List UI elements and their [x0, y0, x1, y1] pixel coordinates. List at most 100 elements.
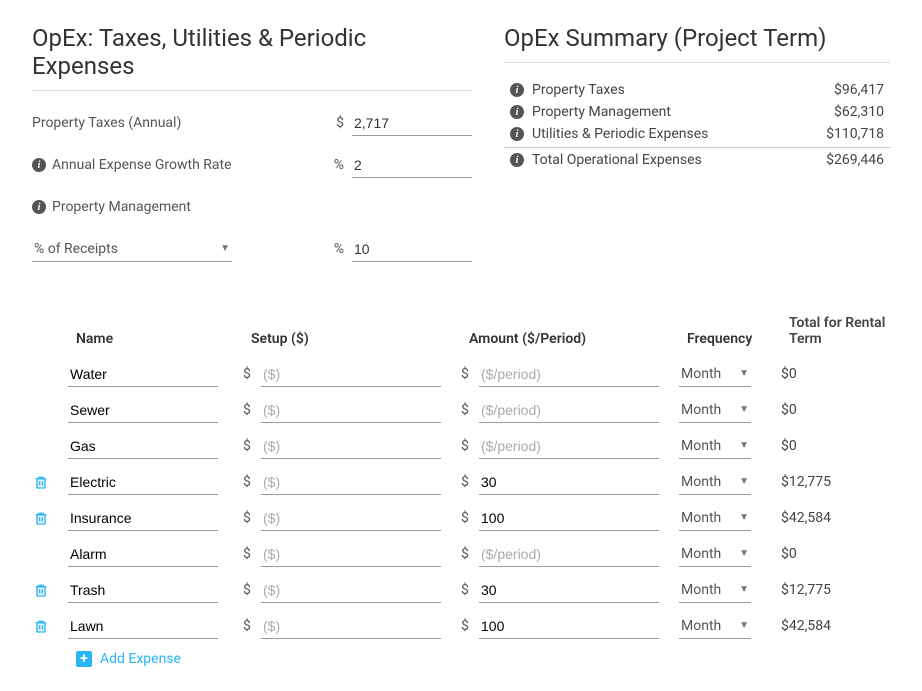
- frequency-value: Month: [681, 438, 721, 454]
- expense-setup-input[interactable]: [261, 398, 441, 423]
- info-icon[interactable]: i: [32, 158, 46, 172]
- info-icon[interactable]: i: [510, 153, 524, 167]
- expense-row: $$Month▼$0: [76, 431, 890, 461]
- expense-setup-input[interactable]: [261, 542, 441, 567]
- expense-amount-input[interactable]: [479, 470, 659, 495]
- expense-name-input[interactable]: [68, 542, 218, 567]
- expense-total: $12,775: [781, 582, 890, 598]
- summary-value: $96,417: [834, 82, 884, 98]
- currency-symbol: $: [243, 438, 253, 454]
- growth-unit: %: [320, 157, 344, 173]
- expense-name-input[interactable]: [68, 470, 218, 495]
- mgmt-label: Property Management: [52, 199, 191, 215]
- expense-row: $$Month▼$12,775: [76, 575, 890, 605]
- currency-symbol: $: [461, 546, 471, 562]
- expense-amount-input[interactable]: [479, 506, 659, 531]
- frequency-select[interactable]: Month▼: [679, 542, 751, 567]
- currency-symbol: $: [243, 402, 253, 418]
- expense-amount-input[interactable]: [479, 542, 659, 567]
- expense-name-input[interactable]: [68, 362, 218, 387]
- mgmt-basis-select[interactable]: % of Receipts ▼: [32, 237, 232, 262]
- growth-label: Annual Expense Growth Rate: [52, 157, 232, 173]
- property-taxes-unit: $: [320, 115, 344, 131]
- currency-symbol: $: [461, 618, 471, 634]
- frequency-value: Month: [681, 618, 721, 634]
- growth-input[interactable]: [352, 153, 472, 178]
- expense-total: $42,584: [781, 618, 890, 634]
- expense-setup-input[interactable]: [261, 362, 441, 387]
- expense-name-input[interactable]: [68, 506, 218, 531]
- currency-symbol: $: [461, 366, 471, 382]
- expense-row: $$Month▼$42,584: [76, 503, 890, 533]
- summary-label: Property Management: [532, 104, 671, 120]
- frequency-select[interactable]: Month▼: [679, 398, 751, 423]
- summary-label: Utilities & Periodic Expenses: [532, 126, 708, 142]
- info-icon[interactable]: i: [510, 105, 524, 119]
- summary-row: i Property Taxes $96,417: [504, 79, 890, 101]
- frequency-select[interactable]: Month ▼: [679, 506, 751, 531]
- property-taxes-input[interactable]: [352, 111, 472, 136]
- add-expense-button[interactable]: + Add Expense: [76, 651, 890, 667]
- info-icon[interactable]: i: [510, 127, 524, 141]
- delete-row-button[interactable]: [32, 509, 50, 527]
- frequency-select[interactable]: Month▼: [679, 470, 751, 495]
- expense-setup-input[interactable]: [261, 578, 441, 603]
- frequency-select[interactable]: Month▼: [679, 578, 751, 603]
- expense-name-input[interactable]: [68, 398, 218, 423]
- expense-setup-input[interactable]: [261, 470, 441, 495]
- delete-row-button[interactable]: [32, 581, 50, 599]
- mgmt-value-input[interactable]: [352, 237, 472, 262]
- expense-row: $$Month▼$42,584: [76, 611, 890, 641]
- info-icon[interactable]: i: [32, 200, 46, 214]
- frequency-value: Month: [681, 402, 721, 418]
- expense-setup-input[interactable]: [261, 506, 441, 531]
- currency-symbol: $: [461, 402, 471, 418]
- expense-name-input[interactable]: [68, 578, 218, 603]
- frequency-value: Month: [681, 582, 721, 598]
- frequency-select[interactable]: Month ▼: [679, 434, 751, 459]
- expense-total: $0: [781, 366, 890, 382]
- expense-row: $$Month▼$0: [76, 539, 890, 569]
- expense-total: $12,775: [781, 474, 890, 490]
- expense-name-input[interactable]: [68, 614, 218, 639]
- summary-label: Total Operational Expenses: [532, 152, 702, 168]
- property-taxes-label: Property Taxes (Annual): [32, 115, 320, 131]
- chevron-down-icon: ▼: [739, 440, 749, 451]
- expense-total: $42,584: [781, 510, 890, 526]
- chevron-down-icon: ▼: [220, 243, 230, 254]
- expense-row: $ $ Month▼ $0: [76, 395, 890, 425]
- expense-amount-input[interactable]: [479, 362, 659, 387]
- expense-amount-input[interactable]: [479, 398, 659, 423]
- summary-value: $269,446: [826, 152, 884, 168]
- chevron-down-icon: ▼: [739, 512, 749, 523]
- col-amount-header: Amount ($/Period): [469, 331, 687, 347]
- right-heading: OpEx Summary (Project Term): [504, 24, 890, 63]
- currency-symbol: $: [243, 582, 253, 598]
- expense-setup-input[interactable]: [261, 434, 441, 459]
- col-setup-header: Setup ($): [251, 331, 469, 347]
- frequency-select[interactable]: Month▼: [679, 362, 751, 387]
- expense-amount-input[interactable]: [479, 614, 659, 639]
- summary-label: Property Taxes: [532, 82, 625, 98]
- expense-total: $0: [781, 402, 890, 418]
- currency-symbol: $: [461, 438, 471, 454]
- info-icon[interactable]: i: [510, 83, 524, 97]
- plus-icon: +: [76, 651, 92, 667]
- col-freq-header: Frequency: [687, 331, 789, 347]
- summary-row: iProperty Management$62,310: [504, 101, 890, 123]
- expense-name-input[interactable]: [68, 434, 218, 459]
- delete-row-button[interactable]: [32, 473, 50, 491]
- col-total-header: Total for Rental Term: [789, 315, 890, 347]
- currency-symbol: $: [243, 474, 253, 490]
- currency-symbol: $: [461, 510, 471, 526]
- frequency-select[interactable]: Month▼: [679, 614, 751, 639]
- expense-amount-input[interactable]: [479, 578, 659, 603]
- chevron-down-icon: ▼: [739, 368, 749, 379]
- chevron-down-icon: ▼: [739, 548, 749, 559]
- expense-amount-input[interactable]: [479, 434, 659, 459]
- expense-setup-input[interactable]: [261, 614, 441, 639]
- frequency-value: Month: [681, 510, 721, 526]
- add-expense-label: Add Expense: [100, 651, 181, 667]
- delete-row-button[interactable]: [32, 617, 50, 635]
- summary-value: $110,718: [826, 126, 884, 142]
